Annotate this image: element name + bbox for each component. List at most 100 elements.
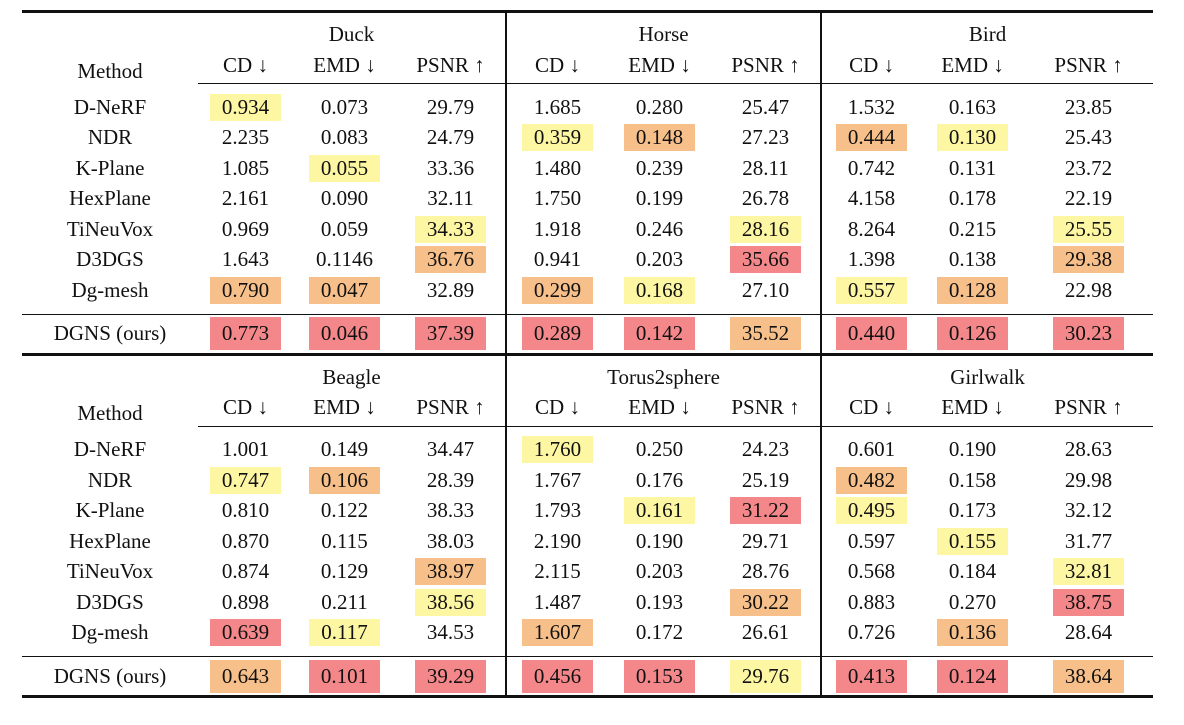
metric-value: 0.184 — [948, 559, 997, 584]
metric-value: 0.211 — [321, 589, 368, 614]
spacer-cell — [293, 306, 396, 315]
metric-value: 1.487 — [533, 589, 582, 614]
metric-value: 24.79 — [426, 125, 475, 150]
value-cell: 1.750 — [505, 183, 608, 214]
scene-header: Horse — [504, 10, 822, 47]
metric-value: 0.568 — [847, 559, 896, 584]
metric-value: 0.203 — [635, 247, 684, 272]
value-cell: 0.482 — [820, 465, 922, 496]
metric-value: 38.03 — [426, 528, 475, 553]
spacer-row — [22, 648, 1153, 657]
value-cell: 4.158 — [820, 183, 922, 214]
value-cell: 0.131 — [921, 153, 1024, 184]
value-cell: 38.97 — [396, 557, 506, 588]
value-cell: 0.126 — [921, 313, 1025, 354]
metric-value: 0.161 — [623, 497, 696, 525]
method-cell: D-NeRF — [22, 92, 198, 123]
metric-value: 0.129 — [320, 559, 369, 584]
value-cell: 0.444 — [820, 122, 922, 153]
metric-value: 28.16 — [729, 215, 802, 243]
metric-value: 1.001 — [221, 437, 270, 462]
metric-value: 2.235 — [221, 125, 270, 150]
table-row: D-NeRF 1.001 0.149 34.47 1.760 0.250 24.23 0.60… — [22, 434, 1153, 466]
metric-value: 34.33 — [414, 215, 487, 243]
value-cell: 1.918 — [505, 214, 608, 245]
scene-name: Duck — [328, 22, 375, 46]
metric-value: 2.161 — [221, 186, 270, 211]
metric-value: 28.63 — [1064, 437, 1113, 462]
metric-value: 35.52 — [729, 317, 802, 350]
table-row: D-NeRF 0.934 0.073 29.79 1.685 0.280 25.47 1.53… — [22, 92, 1153, 123]
value-cell: 23.72 — [1024, 153, 1153, 184]
metric-value: 28.39 — [426, 467, 475, 492]
metric-header: EMD ↓ — [608, 389, 711, 427]
value-cell: 0.557 — [820, 275, 922, 306]
metric-label: CD ↓ — [849, 395, 894, 419]
value-cell: 29.71 — [711, 526, 821, 557]
spacer-row — [22, 83, 1153, 92]
method-header-cell: Method — [22, 352, 198, 426]
metric-value: 26.78 — [741, 186, 790, 211]
scene-header: Girlwalk — [820, 352, 1154, 390]
spacer-cell — [921, 648, 1024, 657]
value-cell: 0.211 — [293, 587, 396, 618]
metric-value: 0.117 — [309, 619, 380, 647]
value-cell: 0.047 — [293, 275, 396, 306]
value-cell: 0.790 — [198, 275, 293, 306]
metric-header: CD ↓ — [198, 389, 293, 427]
metric-value: 1.398 — [847, 247, 896, 272]
spacer-cell — [198, 426, 293, 435]
scene-name: Horse — [638, 22, 689, 46]
metric-value: 0.495 — [835, 497, 908, 525]
metric-value: 0.934 — [209, 93, 282, 121]
value-cell: 35.52 — [711, 313, 822, 354]
method-name: D3DGS — [76, 589, 144, 614]
scene-header: Duck — [198, 10, 506, 47]
value-cell: 0.203 — [608, 557, 711, 588]
metric-value: 2.190 — [533, 528, 582, 553]
metric-value: 25.19 — [741, 467, 790, 492]
table-row: DGNS (ours) 0.643 0.101 39.29 0.456 0.153 29.7… — [22, 656, 1154, 698]
metric-value: 0.168 — [623, 276, 696, 304]
metric-header: EMD ↓ — [293, 47, 396, 84]
method-name: TiNeuVox — [66, 559, 154, 584]
value-cell: 25.43 — [1024, 123, 1153, 154]
spacer-cell — [22, 648, 198, 657]
metric-value: 0.898 — [221, 589, 270, 614]
metric-value: 0.173 — [948, 498, 997, 523]
metric-value: 0.128 — [936, 276, 1009, 304]
scene-header: Bird — [820, 10, 1154, 47]
value-cell: 0.176 — [608, 465, 711, 496]
value-cell: 0.456 — [505, 656, 608, 698]
metric-value: 0.047 — [308, 276, 381, 304]
spacer-cell — [22, 306, 198, 315]
spacer-cell — [198, 306, 293, 315]
value-cell: 0.215 — [921, 214, 1024, 245]
metric-value: 0.597 — [847, 528, 896, 553]
value-cell: 0.270 — [921, 587, 1024, 618]
value-cell: 0.046 — [293, 313, 396, 354]
metric-value: 33.36 — [426, 155, 475, 180]
value-cell: 34.47 — [396, 435, 506, 466]
metric-value: 1.480 — [533, 155, 582, 180]
scene-header-row: Method Duck Horse Bird — [22, 10, 1154, 84]
method-cell: DGNS (ours) — [22, 313, 198, 354]
value-cell: 0.073 — [293, 92, 396, 123]
value-cell: 0.155 — [921, 526, 1024, 557]
method-cell: D3DGS — [22, 245, 198, 276]
value-cell: 26.61 — [711, 618, 821, 649]
scene-header-row: Method Beagle Torus2sphere Girlwalk — [22, 352, 1154, 426]
value-cell: 0.413 — [820, 656, 922, 698]
value-cell: 0.440 — [820, 313, 922, 354]
value-cell: 26.78 — [711, 184, 821, 215]
method-header: Method — [77, 401, 143, 425]
table-row: Dg-mesh 0.639 0.117 34.53 1.607 0.172 26.61 0.7… — [22, 617, 1153, 649]
value-cell: 29.79 — [396, 92, 506, 123]
spacer-cell — [820, 83, 922, 92]
value-cell: 0.090 — [293, 184, 396, 215]
metric-value: 1.793 — [533, 498, 582, 523]
value-cell: 0.747 — [198, 465, 293, 496]
metric-header: PSNR ↑ — [711, 389, 822, 427]
metric-value: 0.083 — [320, 125, 369, 150]
method-cell: NDR — [22, 465, 198, 496]
